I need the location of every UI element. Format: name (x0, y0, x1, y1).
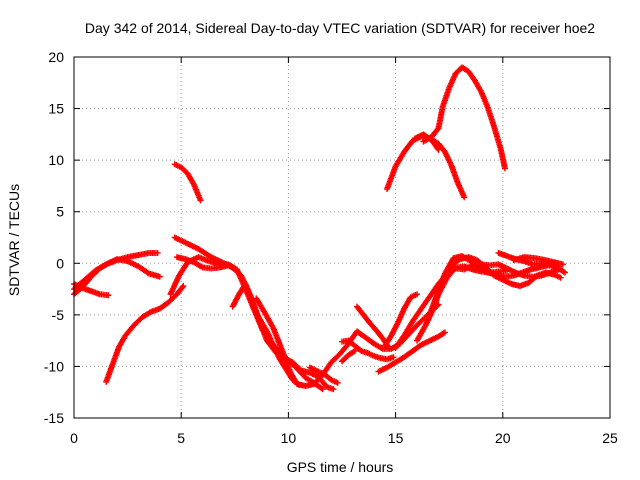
y-tick-label: 0 (56, 255, 64, 271)
data-point (351, 347, 358, 354)
series-track-5 (171, 161, 204, 204)
plot-area-border (73, 56, 611, 419)
data-point (557, 274, 564, 281)
data-point (350, 348, 357, 355)
y-tick-label: 20 (48, 49, 64, 65)
grid (74, 57, 610, 418)
y-tick-label: 10 (48, 152, 64, 168)
data-point (441, 329, 448, 336)
data-point (334, 379, 341, 386)
series-track-25 (420, 64, 508, 172)
data-point (197, 197, 204, 204)
series-track-2 (71, 256, 163, 298)
y-tick-label: -15 (44, 410, 64, 426)
data-point (434, 126, 441, 133)
x-tick-label: 20 (495, 430, 511, 446)
series-track-22 (510, 254, 566, 268)
data-point (180, 282, 187, 289)
series-track-13 (339, 347, 358, 365)
x-tick-label: 5 (177, 430, 185, 446)
data-point (105, 292, 112, 299)
y-tick-label: -5 (52, 307, 65, 323)
data-point (179, 284, 186, 291)
data-point (386, 344, 393, 351)
data-point (440, 330, 447, 337)
series-track-23 (384, 133, 468, 201)
x-axis-label: GPS time / hours (287, 459, 394, 475)
series-track-4 (103, 282, 187, 385)
data-point (318, 385, 325, 392)
data-point (560, 268, 567, 275)
data-point (461, 194, 468, 201)
x-tick-label: 10 (281, 430, 297, 446)
series-track-16 (381, 291, 421, 349)
data-point (501, 165, 508, 172)
data-point (504, 267, 511, 274)
series-track-15 (375, 329, 448, 375)
y-tick-label: 15 (48, 101, 64, 117)
tick-labels: 0 5 10 15 20 25 -15 -10 -5 0 5 10 15 20 (44, 49, 618, 446)
data-point (559, 261, 566, 268)
data-point (561, 269, 568, 276)
data-point (390, 354, 397, 361)
series-track-3 (71, 280, 112, 299)
x-tick-label: 25 (602, 430, 618, 446)
data-point (319, 386, 326, 393)
y-tick-label: 5 (56, 204, 64, 220)
series-track-12 (339, 337, 397, 363)
data-point (330, 386, 337, 393)
y-axis-label: SDTVAR / TECUs (6, 184, 22, 296)
series-track-8 (167, 254, 326, 393)
x-tick-label: 15 (388, 430, 404, 446)
chart-title: Day 342 of 2014, Sidereal Day-to-day VTE… (85, 20, 595, 36)
data-point (156, 273, 163, 280)
y-tick-label: -10 (44, 358, 64, 374)
data-point (414, 291, 421, 298)
data-points (71, 64, 568, 393)
series-track-20 (435, 263, 511, 298)
axis-ticks (73, 56, 611, 419)
data-point (435, 146, 442, 153)
x-tick-label: 0 (70, 430, 78, 446)
series-track-11 (306, 364, 341, 386)
data-point (154, 249, 161, 256)
